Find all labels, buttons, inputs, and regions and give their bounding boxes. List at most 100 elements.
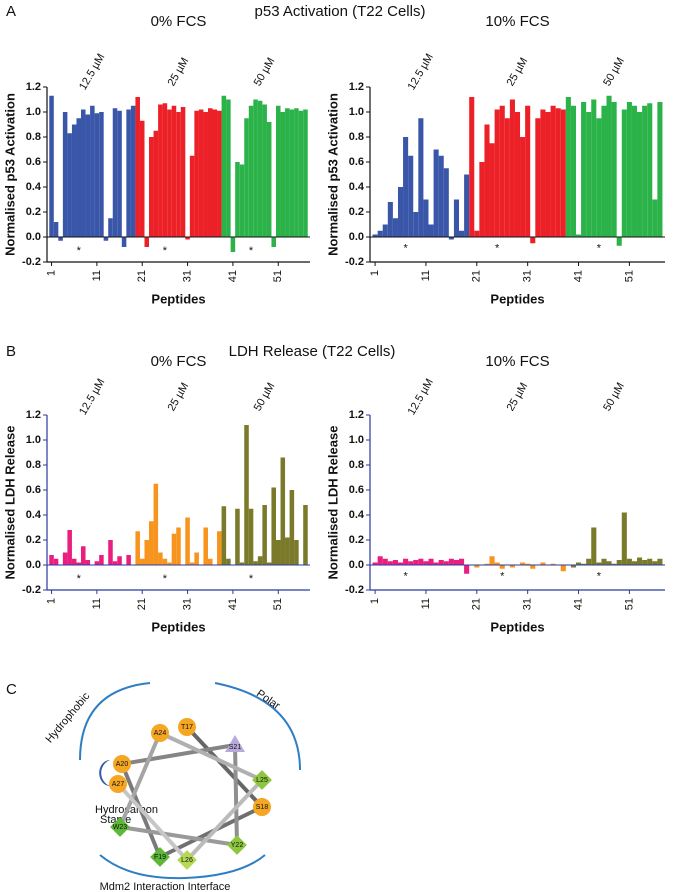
bar <box>474 565 480 568</box>
x-tick-label: 11 <box>91 270 103 281</box>
bar <box>494 109 500 237</box>
bar <box>271 237 276 247</box>
x-tick-label: 11 <box>420 270 432 281</box>
bar <box>230 237 236 252</box>
y-tick-label: 0.8 <box>349 459 364 471</box>
residue-label: F19 <box>154 854 166 861</box>
y-tick-label: 0.8 <box>26 131 41 143</box>
panel-label: C <box>6 681 17 698</box>
connector <box>185 778 264 862</box>
annotation: * <box>597 242 602 254</box>
x-tick-label: 21 <box>136 598 148 610</box>
bar <box>484 563 490 565</box>
annotation: * <box>403 570 408 582</box>
bar <box>207 108 213 237</box>
bar <box>167 109 172 237</box>
bar <box>235 508 240 565</box>
bar <box>303 109 308 237</box>
bar <box>413 212 419 237</box>
residue <box>253 798 271 816</box>
bar <box>53 222 59 237</box>
residue-label: A24 <box>154 730 167 737</box>
bar <box>459 230 465 237</box>
bar <box>235 162 240 237</box>
y-tick-label: 0.6 <box>26 484 41 496</box>
bar <box>266 122 272 237</box>
bar <box>139 558 145 565</box>
group-label: 12.5 µM <box>77 52 107 93</box>
x-tick-label: 41 <box>227 598 239 610</box>
bar <box>194 110 199 237</box>
bar <box>403 558 409 565</box>
bar <box>271 487 276 565</box>
x-tick-label: 41 <box>572 598 584 610</box>
bar <box>652 561 658 565</box>
residue <box>113 755 131 773</box>
panel-label: B <box>6 343 16 360</box>
bar <box>464 565 470 574</box>
bar <box>285 108 290 237</box>
bar <box>117 110 122 237</box>
bar <box>135 531 140 565</box>
bar <box>212 109 218 237</box>
annotation: * <box>495 242 500 254</box>
bar <box>382 558 388 565</box>
group-label: 12.5 µM <box>406 52 436 93</box>
y-tick-label: 1.2 <box>349 81 364 93</box>
bar <box>631 561 638 565</box>
chart-title: 10% FCS <box>485 353 549 370</box>
bar <box>621 512 627 565</box>
y-axis-label: Normalised LDH Release <box>2 426 17 580</box>
bar <box>453 199 460 237</box>
residue-label: A27 <box>112 781 125 788</box>
x-tick-label: 21 <box>471 598 483 610</box>
y-tick-label: 0.4 <box>349 509 365 521</box>
y-tick-label: 0.6 <box>26 156 41 168</box>
group-label: 25 µM <box>505 56 531 89</box>
x-tick-label: 41 <box>227 270 239 282</box>
bar <box>433 149 439 237</box>
bar <box>642 105 648 237</box>
bar <box>94 561 100 565</box>
bar <box>226 558 231 565</box>
bar <box>280 457 286 565</box>
x-axis-label: Peptides <box>490 291 544 306</box>
bar <box>372 562 378 565</box>
bar <box>611 563 617 565</box>
bar <box>565 97 571 237</box>
bar <box>438 560 444 565</box>
group-label: 12.5 µM <box>77 377 107 418</box>
bar <box>453 560 460 565</box>
bar <box>626 558 632 565</box>
section-title: p53 Activation (T22 Cells) <box>255 3 426 20</box>
bar <box>294 108 299 237</box>
annotation: * <box>163 573 168 585</box>
bar <box>244 425 249 565</box>
x-axis-label: Peptides <box>151 619 205 634</box>
y-tick-label: 0.0 <box>349 559 364 571</box>
bar <box>530 565 536 569</box>
bar <box>652 199 658 237</box>
bar <box>428 558 434 565</box>
bar <box>217 110 222 237</box>
region-arc <box>79 682 151 761</box>
connector <box>233 744 239 846</box>
bar <box>162 558 168 565</box>
bar <box>67 133 72 237</box>
group-label: 12.5 µM <box>406 377 436 418</box>
bar <box>144 540 150 565</box>
bar <box>112 108 118 237</box>
residue-label: L26 <box>181 857 193 864</box>
bar <box>611 102 617 237</box>
residue-label: S18 <box>256 804 269 811</box>
bar <box>443 168 449 237</box>
bar <box>117 556 122 565</box>
bar <box>81 546 86 565</box>
bar <box>469 97 475 237</box>
bar <box>525 563 531 565</box>
chart-title: 10% FCS <box>485 13 549 30</box>
y-axis-label: Normalised LDH Release <box>325 426 340 580</box>
residue-label: W23 <box>113 824 128 831</box>
bar <box>555 108 561 237</box>
bar <box>90 105 95 237</box>
